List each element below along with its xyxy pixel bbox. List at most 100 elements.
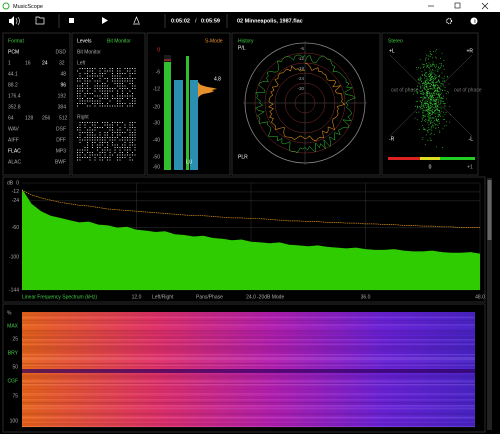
levels-mode[interactable]: Bit Monitor xyxy=(107,38,131,44)
scrollbar-thumb[interactable] xyxy=(487,180,492,240)
stereo-title: Stereo xyxy=(388,38,403,44)
stereo-dot xyxy=(424,74,426,76)
bit-dot xyxy=(107,159,108,161)
bit-dot xyxy=(132,132,133,133)
stereo-dot xyxy=(424,107,425,109)
bit-dot xyxy=(77,127,78,128)
info-button[interactable] xyxy=(470,17,478,25)
stereo-dot xyxy=(442,89,443,91)
stereo-dot xyxy=(440,112,442,114)
stereo-dot xyxy=(443,125,445,127)
bit-dot xyxy=(94,105,96,107)
volume-button[interactable] xyxy=(9,16,14,26)
bit-dot xyxy=(97,100,98,102)
stereo-dot xyxy=(425,91,427,93)
bit-dot xyxy=(109,124,111,126)
bit-dot xyxy=(109,88,111,89)
spectrum-mode[interactable]: -20dB Mode xyxy=(257,294,284,300)
stop-button[interactable] xyxy=(69,18,74,23)
stereo-dot xyxy=(429,67,430,69)
bit-dot xyxy=(79,103,81,104)
bit-dot xyxy=(92,147,93,148)
bit-dot xyxy=(92,137,93,138)
bit-dot xyxy=(124,124,126,126)
bit-dot xyxy=(124,68,126,69)
stereo-dot xyxy=(424,100,426,102)
meter-scale-label: -60 xyxy=(153,164,160,170)
bit-dot xyxy=(99,103,101,104)
meter-mode[interactable]: S-Mode xyxy=(205,38,223,44)
stereo-dot xyxy=(430,128,432,130)
play-button[interactable] xyxy=(102,17,108,24)
spectrum-mode[interactable]: Pans/Phase xyxy=(196,294,223,300)
stereo-dot xyxy=(428,111,430,113)
bit-dot xyxy=(77,80,78,82)
stereo-dot xyxy=(420,93,422,94)
stereo-dot xyxy=(423,115,425,117)
scrollbar[interactable] xyxy=(487,178,492,430)
stereo-dot xyxy=(435,92,437,94)
bit-dot xyxy=(89,134,91,136)
bit-dot xyxy=(89,98,91,99)
bit-dot xyxy=(132,98,133,99)
bit-dot xyxy=(112,98,113,99)
bit-dot xyxy=(119,70,121,72)
stereo-dot xyxy=(431,81,433,82)
stereo-dot xyxy=(427,96,428,98)
bit-dot xyxy=(99,70,101,72)
bit-dot xyxy=(89,122,91,123)
bit-dot xyxy=(117,137,118,138)
bit-dot xyxy=(107,78,108,79)
spectrum-mode[interactable]: Left/Right xyxy=(152,294,174,300)
bit-dot xyxy=(117,144,118,146)
stereo-dot xyxy=(438,87,440,88)
maximize-button[interactable] xyxy=(454,2,461,9)
stereo-dot xyxy=(431,113,433,114)
spectrogram-row xyxy=(22,312,475,314)
stereo-dot xyxy=(434,84,436,86)
bit-dot xyxy=(132,134,133,136)
stereo-dot xyxy=(427,93,428,95)
bit-dot xyxy=(94,137,96,138)
format-option: 1 xyxy=(8,60,11,66)
bit-dot xyxy=(84,132,86,133)
stereo-dot xyxy=(432,81,434,83)
time-total: 0:05:59 xyxy=(201,18,220,24)
stereo-dot xyxy=(435,56,436,58)
stereo-dot xyxy=(443,65,444,67)
stereo-dot xyxy=(427,127,429,128)
settings-button[interactable] xyxy=(445,17,453,25)
stereo-dot xyxy=(424,74,425,75)
bit-dot xyxy=(114,152,116,153)
spectrogram-row xyxy=(22,408,475,410)
bit-dot xyxy=(79,93,81,94)
stereo-dot xyxy=(425,78,427,80)
bit-dot xyxy=(132,154,133,156)
stereo-dot xyxy=(421,96,423,98)
bit-dot xyxy=(79,100,81,102)
stereo-dot xyxy=(419,90,421,92)
stereo-dot xyxy=(435,67,437,69)
bit-dot xyxy=(104,137,106,138)
stereo-dot xyxy=(441,52,443,54)
bit-dot xyxy=(124,103,126,104)
bit-dot xyxy=(117,132,118,133)
stereo-panel xyxy=(381,32,479,176)
bit-dot xyxy=(99,88,101,89)
stereo-dot xyxy=(439,111,441,112)
eject-button[interactable] xyxy=(133,16,140,25)
bit-dot xyxy=(114,122,116,123)
stereo-dot xyxy=(425,97,427,99)
stereo-dot xyxy=(435,64,437,66)
stereo-dot xyxy=(438,76,440,77)
spectrogram-row xyxy=(22,411,475,413)
open-button[interactable] xyxy=(35,16,45,25)
spectrogram-row xyxy=(22,321,475,323)
stereo-dot xyxy=(429,118,431,120)
spectrogram-row xyxy=(22,397,475,399)
bit-dot xyxy=(107,88,108,89)
stereo-dot xyxy=(429,75,431,76)
close-button[interactable] xyxy=(481,2,489,10)
stereo-dot xyxy=(433,90,435,92)
stereo-dot xyxy=(441,77,443,79)
